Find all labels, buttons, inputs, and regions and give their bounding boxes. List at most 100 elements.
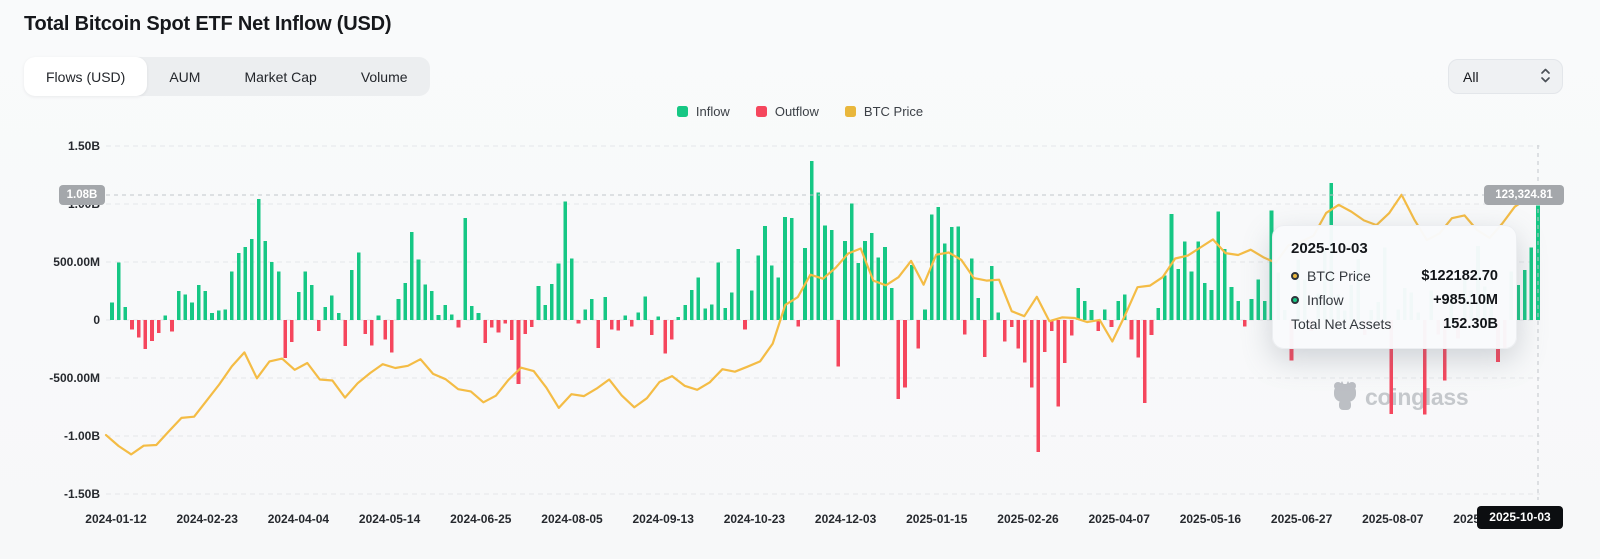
- inflow-bar: [350, 270, 354, 320]
- inflow-bar: [336, 313, 341, 320]
- outflow-bar: [796, 320, 801, 327]
- tab-market-cap[interactable]: Market Cap: [244, 68, 317, 85]
- tooltip-value: 152.30B: [1443, 316, 1498, 332]
- outflow-bar: [156, 320, 161, 333]
- outflow-bar: [370, 320, 374, 346]
- inflow-bar: [683, 304, 687, 320]
- legend-item-inflow[interactable]: Inflow: [676, 104, 730, 119]
- legend-swatch-icon: [755, 106, 767, 117]
- inflow-bar: [1176, 268, 1180, 320]
- inflow-bar: [1196, 241, 1200, 320]
- tab-aum[interactable]: AUM: [169, 68, 201, 85]
- inflow-bar: [829, 230, 834, 320]
- outflow-bar: [143, 320, 148, 349]
- outflow-bar: [983, 320, 987, 358]
- outflow-bar: [1243, 320, 1247, 327]
- inflow-bar: [1156, 307, 1160, 320]
- outflow-bar: [496, 320, 501, 333]
- outflow-bar: [1442, 320, 1447, 381]
- inflow-bar: [636, 312, 641, 320]
- inflow-bar: [949, 227, 954, 320]
- inflow-bar: [190, 302, 194, 320]
- legend-swatch-icon: [676, 106, 688, 117]
- outflow-bar: [136, 320, 141, 338]
- inflow-bar: [423, 284, 427, 320]
- inflow-bar: [876, 257, 881, 320]
- inflow-bar: [270, 262, 274, 320]
- inflow-bar: [849, 203, 854, 320]
- inflow-bar: [549, 284, 554, 320]
- inflow-bar: [430, 291, 434, 320]
- legend-item-btc-price[interactable]: BTC Price: [844, 104, 923, 119]
- legend-swatch-icon: [844, 106, 856, 117]
- tooltip-date: 2025-10-03: [1291, 240, 1368, 257]
- outflow-bar: [649, 320, 654, 336]
- outflow-bar: [483, 320, 487, 344]
- inflow-bar: [769, 265, 774, 320]
- inflow-bar: [623, 315, 627, 320]
- inflow-bar: [1209, 289, 1214, 320]
- tab-volume[interactable]: Volume: [360, 68, 408, 85]
- inflow-bar: [736, 249, 741, 320]
- time-range-select[interactable]: All: [1448, 59, 1563, 94]
- inflow-bar: [603, 296, 607, 320]
- outflow-bar: [1003, 320, 1007, 342]
- outflow-bar: [456, 320, 461, 328]
- inflow-bar: [583, 309, 587, 320]
- outflow-bar: [1056, 320, 1061, 407]
- outflow-bar: [383, 320, 388, 340]
- inflow-bar: [563, 201, 567, 320]
- tab-flows-usd[interactable]: Flows (USD): [24, 57, 148, 96]
- outflow-bar: [1023, 320, 1027, 363]
- outflow-bar: [150, 320, 154, 341]
- inflow-bar: [216, 310, 221, 320]
- legend-label: Inflow: [695, 104, 730, 119]
- tooltip-value: $122182.70: [1421, 268, 1498, 284]
- coinglass-mascot-icon: [1330, 379, 1360, 416]
- inflow-bar: [789, 217, 794, 320]
- inflow-bar: [889, 288, 894, 320]
- outflow-bar: [669, 320, 674, 340]
- inflow-bar: [1203, 282, 1207, 320]
- outflow-bar: [916, 320, 921, 349]
- inflow-bar: [330, 295, 334, 320]
- inflow-bar: [196, 285, 201, 320]
- inflow-bar: [749, 290, 754, 320]
- inflow-bar: [210, 313, 214, 320]
- inflow-bar: [956, 226, 961, 320]
- outflow-bar: [576, 320, 581, 324]
- inflow-bar: [476, 313, 481, 320]
- inflow-bar: [756, 255, 761, 320]
- inflow-bar: [969, 258, 974, 320]
- outflow-bar: [1063, 320, 1067, 363]
- tooltip-series-dot-icon: [1291, 296, 1299, 304]
- outflow-bar: [343, 320, 348, 346]
- inflow-bar: [556, 263, 561, 320]
- inflow-bar: [450, 314, 454, 320]
- inflow-bar: [1089, 310, 1094, 320]
- outflow-bar: [1143, 320, 1147, 403]
- outflow-bar: [1389, 320, 1394, 414]
- inflow-bar: [1103, 309, 1107, 320]
- outflow-bar: [1136, 320, 1140, 358]
- inflow-bar: [256, 198, 261, 320]
- tooltip-row: BTC Price $122182.70: [1291, 268, 1498, 284]
- inflow-bar: [1183, 241, 1187, 320]
- inflow-bar: [676, 316, 681, 320]
- outflow-bar: [616, 320, 621, 331]
- chart-tooltip: 2025-10-03 BTC Price $122182.70 Inflow +985…: [1272, 225, 1517, 349]
- inflow-bar: [436, 314, 441, 320]
- inflow-bar: [643, 296, 647, 320]
- crosshair-date-badge: 2025-10-03: [1477, 506, 1563, 529]
- tooltip-row: Inflow +985.10M: [1291, 292, 1498, 308]
- inflow-bar: [303, 271, 308, 320]
- inflow-bar: [843, 241, 847, 320]
- inflow-bar: [203, 291, 208, 320]
- outflow-bar: [1149, 320, 1154, 336]
- page-title: Total Bitcoin Spot ETF Net Inflow (USD): [24, 13, 392, 35]
- legend-item-outflow[interactable]: Outflow: [755, 104, 819, 119]
- inflow-bar: [163, 315, 168, 320]
- inflow-bar: [816, 192, 821, 320]
- inflow-bar: [1249, 299, 1254, 320]
- inflow-bar: [783, 216, 787, 320]
